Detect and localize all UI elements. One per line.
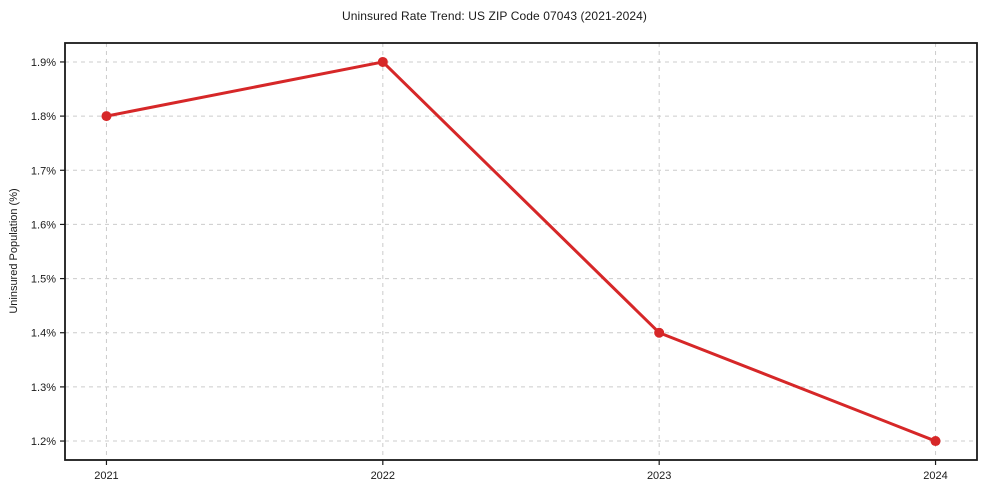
data-point-marker	[654, 327, 665, 338]
x-tick-label: 2022	[371, 470, 395, 482]
y-tick-label: 1.6%	[31, 219, 56, 231]
y-tick-label: 1.4%	[31, 328, 56, 340]
y-tick-label: 1.5%	[31, 274, 56, 286]
y-axis-label: Uninsured Population (%)	[8, 188, 20, 314]
data-point-marker	[377, 56, 388, 67]
data-point-marker	[930, 436, 941, 447]
y-tick-label: 1.7%	[31, 165, 56, 177]
plot-frame	[64, 42, 978, 461]
plot-area: 2021 2022 2023 2024 1.2% 1.3% 1.4% 1.5% 1.6% 1.7%…	[31, 42, 978, 482]
y-tick-label: 1.9%	[31, 57, 56, 69]
data-point-marker	[101, 111, 112, 122]
y-tick-label: 1.3%	[31, 382, 56, 394]
x-tick-label: 2023	[647, 470, 671, 482]
chart-title: Uninsured Rate Trend: US ZIP Code 07043 …	[341, 9, 648, 23]
x-tick-label: 2024	[923, 470, 947, 482]
x-tick-label: 2021	[94, 470, 118, 482]
trend-line	[104, 60, 938, 443]
y-tick-label: 1.2%	[31, 436, 56, 448]
y-tick-label: 1.8%	[31, 111, 56, 123]
